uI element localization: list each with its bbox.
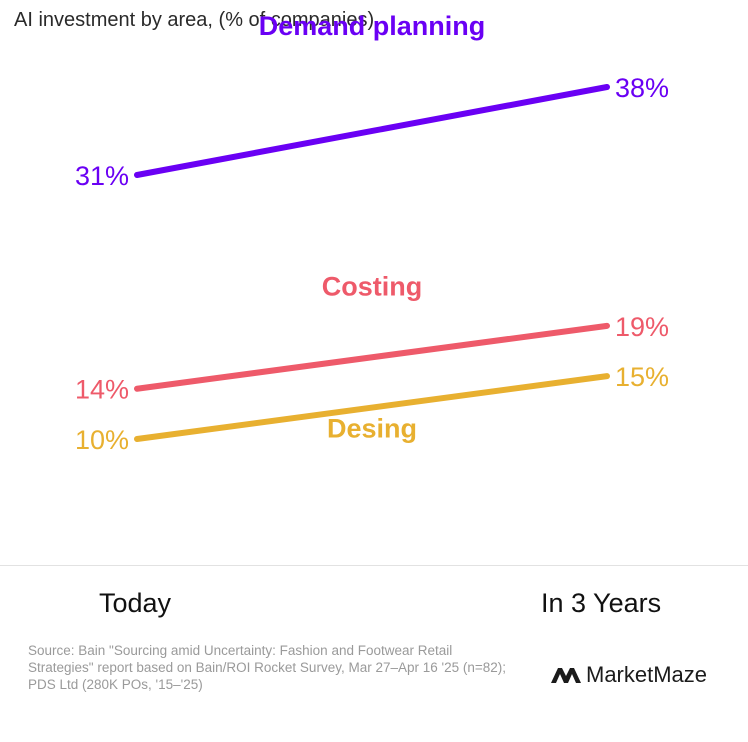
series-line-costing xyxy=(134,322,610,392)
series-line-demand-planning xyxy=(134,84,610,178)
source-note: Source: Bain "Sourcing amid Uncertainty:… xyxy=(28,643,506,692)
chart-title: AI investment by area, (% of companies) xyxy=(14,9,375,31)
x-label-today: Today xyxy=(99,588,172,618)
value-label-desing-today: 10% xyxy=(75,425,129,455)
value-label-desing-in-3-years: 15% xyxy=(615,362,669,392)
series-line-desing xyxy=(134,373,610,442)
series-name-costing: Costing xyxy=(322,271,423,301)
value-label-demand-planning-in-3-years: 38% xyxy=(615,73,669,103)
brand-logo: MarketMaze xyxy=(551,662,707,688)
value-label-demand-planning-today: 31% xyxy=(75,161,129,191)
slope-chart: 31% 38% Demand planning 14% 19% Costing 10% 15%… xyxy=(75,11,669,455)
mm-logo-icon xyxy=(551,668,581,683)
brand-name: MarketMaze xyxy=(586,662,708,687)
x-label-in-3-years: In 3 Years xyxy=(541,588,662,618)
series-name-desing: Desing xyxy=(327,414,417,444)
axis-divider xyxy=(0,565,748,566)
value-label-costing-today: 14% xyxy=(75,375,129,405)
value-label-costing-in-3-years: 19% xyxy=(615,312,669,342)
series-name-demand-planning: Demand planning xyxy=(259,11,486,41)
